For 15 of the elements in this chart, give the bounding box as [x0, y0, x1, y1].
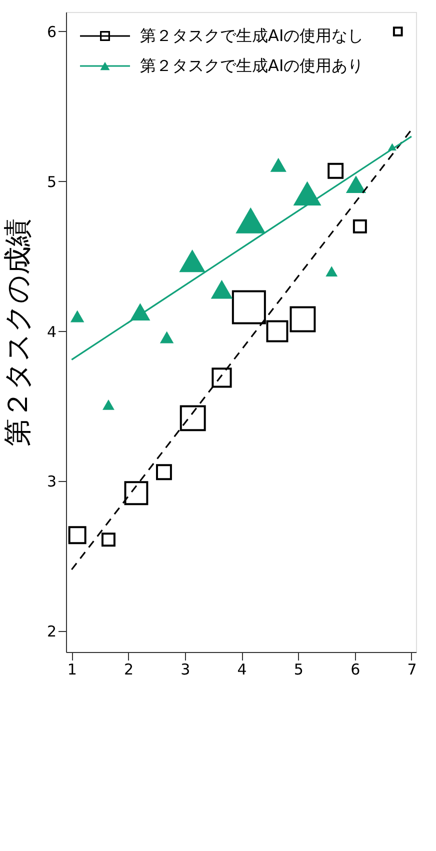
x-tick-label: 5 [294, 660, 304, 678]
x-tick-label: 6 [350, 660, 360, 678]
legend-label: 第２タスクで生成AIの使用あり [140, 56, 364, 75]
y-tick-label: 5 [46, 172, 56, 191]
legend-label: 第２タスクで生成AIの使用なし [140, 26, 364, 45]
x-tick-label: 4 [237, 660, 247, 678]
y-axis-title: 第２タスクの成績 [0, 218, 34, 446]
x-tick-label: 3 [180, 660, 190, 678]
x-tick-label: 2 [124, 660, 134, 678]
y-tick-label: 3 [46, 472, 56, 491]
y-tick-label: 2 [46, 622, 56, 641]
x-tick-label: 7 [407, 660, 417, 678]
y-tick-label: 4 [46, 322, 56, 341]
x-tick-label: 1 [67, 660, 77, 678]
y-tick-label: 6 [46, 22, 56, 41]
